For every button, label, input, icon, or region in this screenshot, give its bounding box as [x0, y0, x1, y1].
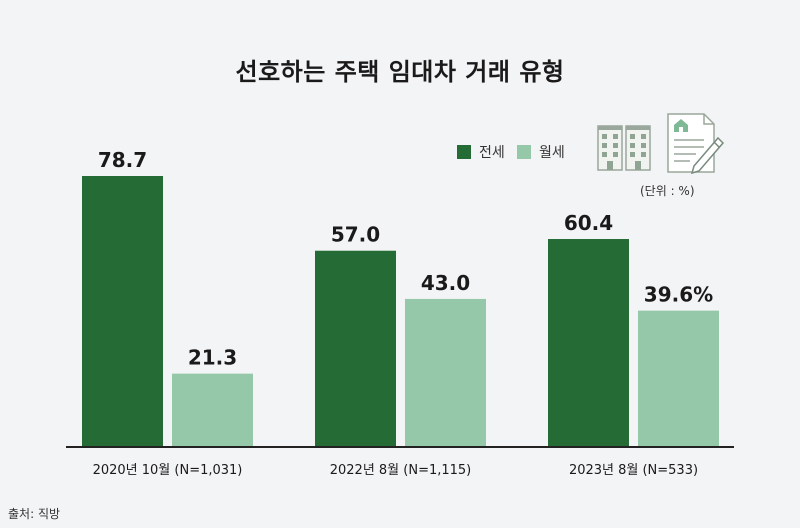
- source-label: 출처: 직방: [8, 507, 61, 521]
- legend-label-wolse: 월세: [539, 145, 565, 161]
- apartment-buildings-icon: [597, 125, 651, 171]
- legend-label-jeonse: 전세: [479, 145, 505, 161]
- bar-wolse-2: [405, 298, 486, 447]
- data-label-jeonse-3: 60.4: [564, 211, 613, 235]
- x-tick-label-1: 2020년 10월 (N=1,031): [93, 463, 243, 478]
- bar-wolse-3: [638, 310, 719, 447]
- x-tick-label-2: 2022년 8월 (N=1,115): [330, 463, 472, 478]
- chart-title: 선호하는 주택 임대차 거래 유형: [235, 58, 565, 86]
- bar-jeonse-1: [82, 176, 163, 447]
- bar-wolse-1: [172, 373, 253, 447]
- contract-document-icon: [667, 113, 725, 175]
- legend-item-jeonse: 전세: [457, 142, 505, 162]
- bar-jeonse-2: [315, 250, 396, 447]
- legend-swatch-jeonse: [457, 145, 471, 159]
- legend-swatch-wolse: [517, 145, 531, 159]
- data-label-wolse-3: 39.6%: [644, 283, 713, 307]
- legend-item-wolse: 월세: [517, 142, 565, 162]
- unit-label: (단위 : %): [640, 184, 695, 198]
- data-label-wolse-1: 21.3: [188, 346, 237, 370]
- data-label-jeonse-2: 57.0: [331, 223, 380, 247]
- data-label-jeonse-1: 78.7: [98, 148, 147, 172]
- data-label-wolse-2: 43.0: [421, 271, 470, 295]
- x-tick-label-3: 2023년 8월 (N=533): [569, 463, 698, 478]
- bar-jeonse-3: [548, 239, 629, 447]
